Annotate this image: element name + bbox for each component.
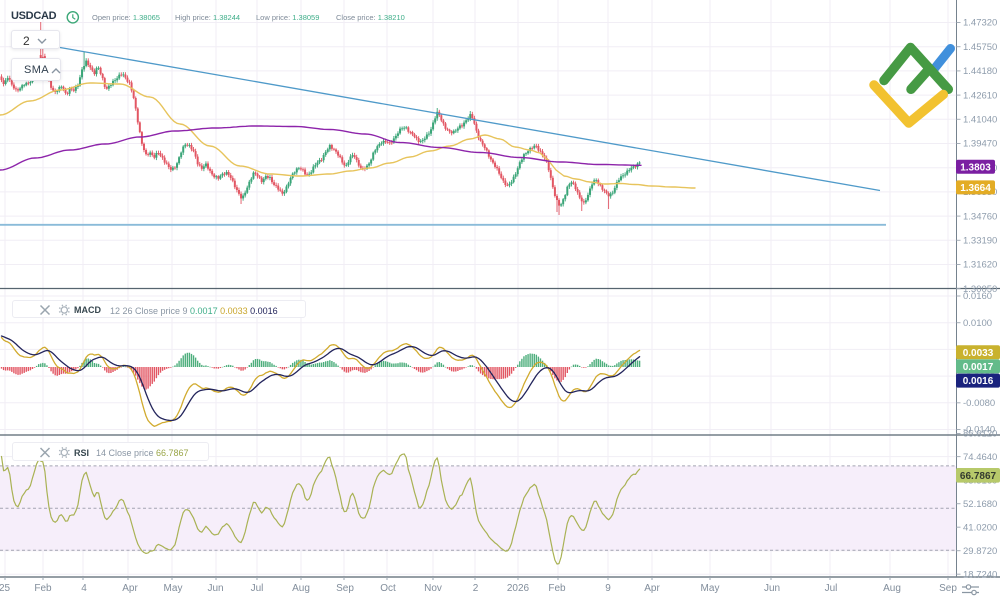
svg-text:-0.0140: -0.0140 <box>963 425 995 436</box>
svg-text:52.1680: 52.1680 <box>963 499 997 510</box>
svg-text:Sep: Sep <box>939 583 957 594</box>
svg-text:74.4640: 74.4640 <box>963 452 997 463</box>
svg-text:Jul: Jul <box>251 583 264 594</box>
svg-text:0.0033: 0.0033 <box>963 348 994 359</box>
svg-text:18.7240: 18.7240 <box>963 569 997 580</box>
svg-text:0.0017: 0.0017 <box>963 362 994 373</box>
svg-text:9: 9 <box>605 583 611 594</box>
svg-text:Feb: Feb <box>34 583 52 594</box>
svg-text:1.3803: 1.3803 <box>960 162 991 173</box>
svg-text:0.0160: 0.0160 <box>963 291 992 302</box>
svg-text:Apr: Apr <box>644 583 660 594</box>
svg-text:0.0100: 0.0100 <box>963 318 992 329</box>
svg-text:1.42610: 1.42610 <box>963 90 997 101</box>
svg-text:29.8720: 29.8720 <box>963 546 997 557</box>
svg-text:2: 2 <box>473 583 479 594</box>
svg-text:Apr: Apr <box>122 583 138 594</box>
svg-text:85.6120: 85.6120 <box>963 429 997 440</box>
svg-text:0.0016: 0.0016 <box>963 376 994 387</box>
svg-text:Sep: Sep <box>336 583 354 594</box>
svg-text:1.34760: 1.34760 <box>963 211 997 222</box>
svg-text:66.7867: 66.7867 <box>960 471 997 482</box>
svg-text:41.0200: 41.0200 <box>963 522 997 533</box>
svg-text:May: May <box>164 583 183 594</box>
svg-text:1.30050: 1.30050 <box>963 284 997 295</box>
svg-text:1.45750: 1.45750 <box>963 42 997 53</box>
svg-text:Jun: Jun <box>764 583 780 594</box>
svg-text:Oct: Oct <box>380 583 396 594</box>
svg-text:25: 25 <box>0 583 10 594</box>
svg-text:4: 4 <box>81 583 87 594</box>
svg-text:1.3664: 1.3664 <box>960 183 991 194</box>
svg-text:-0.0080: -0.0080 <box>963 398 995 409</box>
svg-text:Aug: Aug <box>883 583 901 594</box>
svg-text:1.41040: 1.41040 <box>963 115 997 126</box>
svg-text:2026: 2026 <box>507 583 530 594</box>
svg-text:1.39470: 1.39470 <box>963 139 997 150</box>
svg-text:1.47320: 1.47320 <box>963 18 997 29</box>
svg-text:May: May <box>701 583 720 594</box>
svg-text:1.31620: 1.31620 <box>963 260 997 271</box>
svg-text:1.44180: 1.44180 <box>963 66 997 77</box>
svg-text:Aug: Aug <box>292 583 310 594</box>
svg-text:Feb: Feb <box>548 583 566 594</box>
svg-text:Jul: Jul <box>825 583 838 594</box>
svg-text:Jun: Jun <box>207 583 223 594</box>
svg-text:Nov: Nov <box>424 583 442 594</box>
svg-text:1.33190: 1.33190 <box>963 236 997 247</box>
